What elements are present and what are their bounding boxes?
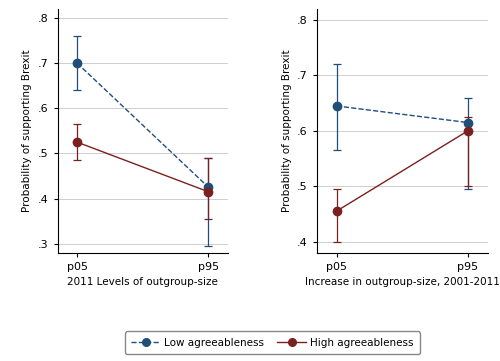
X-axis label: Increase in outgroup-size, 2001-2011: Increase in outgroup-size, 2001-2011: [304, 277, 500, 287]
Y-axis label: Probability of supporting Brexit: Probability of supporting Brexit: [22, 49, 32, 212]
Legend: Low agreeableness, High agreeableness: Low agreeableness, High agreeableness: [125, 331, 420, 354]
X-axis label: 2011 Levels of outgroup-size: 2011 Levels of outgroup-size: [68, 277, 218, 287]
Y-axis label: Probability of supporting Brexit: Probability of supporting Brexit: [282, 49, 292, 212]
